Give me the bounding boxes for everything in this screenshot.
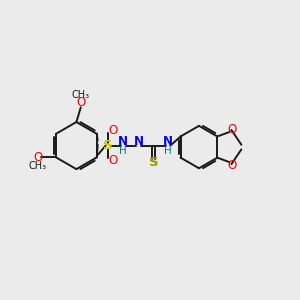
Text: H: H	[119, 146, 127, 156]
Text: S: S	[148, 156, 158, 169]
Text: N: N	[118, 135, 128, 148]
Text: N: N	[163, 135, 173, 148]
Text: O: O	[228, 123, 237, 136]
Text: S: S	[103, 139, 113, 152]
Text: O: O	[109, 154, 118, 167]
Text: H: H	[164, 146, 172, 156]
Text: CH₃: CH₃	[29, 160, 47, 171]
Text: O: O	[76, 96, 86, 110]
Text: CH₃: CH₃	[72, 90, 90, 100]
Text: N: N	[134, 135, 144, 148]
Text: O: O	[33, 151, 42, 164]
Text: O: O	[109, 124, 118, 137]
Text: O: O	[228, 158, 237, 172]
